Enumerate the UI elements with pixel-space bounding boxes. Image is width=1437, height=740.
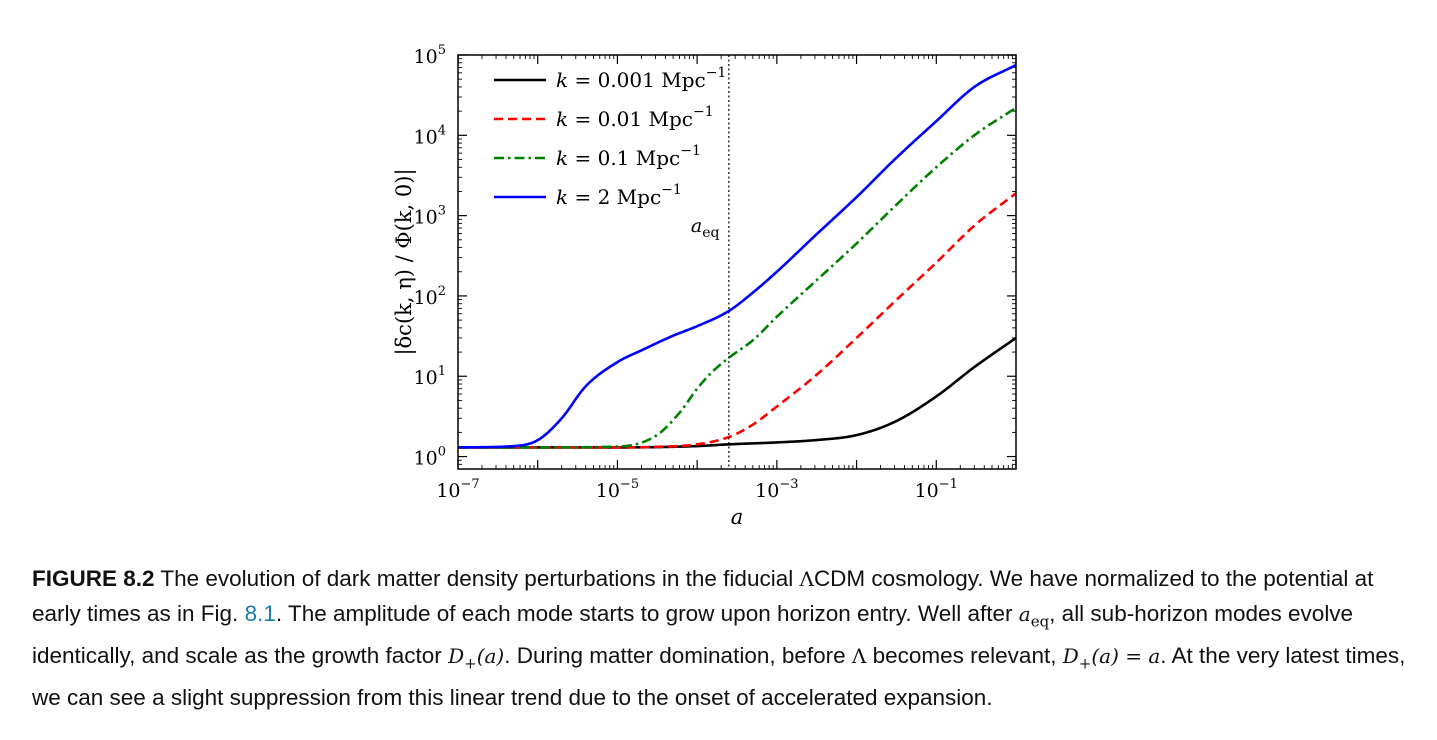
caption-lambda: Λ [799,567,814,591]
caption-aeq-sub: eq [1030,612,1050,630]
caption-dplus-sub: + [464,654,477,672]
legend-label-1: k = 0.01 Mpc−1 [556,104,714,131]
chart: aeq 10−7 10−5 10−3 10−1 100 101 102 103 104 105 k… [392,43,1017,529]
caption-text-7: . At the very latest times, we can see a… [32,642,1406,710]
caption-text-1: The evolution of dark matter density per… [154,566,800,591]
caption-aeq: a [1018,601,1031,626]
tick-labels: 10−7 10−5 10−3 10−1 100 101 102 103 104 105 [414,43,958,502]
caption-eq-rhs: (a) = a [1091,643,1161,668]
series-line-1 [458,192,1016,449]
legend-label-3: k = 2 Mpc−1 [556,182,682,209]
plot-frame [457,54,1017,470]
caption-text-3: . The amplitude of each mode starts to g… [275,600,1019,626]
caption-text-2: CDM cosmology. We have normalized to the… [32,566,1374,626]
x-tick-label: 10−7 [436,477,479,502]
a-eq-label: aeq [691,215,720,241]
caption-text-4: , all sub-horizon modes evolve identical… [32,600,1354,668]
caption-dplus: D [448,643,465,668]
plot-curves [458,63,1016,449]
plot-annotations: aeq [691,55,730,469]
legend-label-2: k = 0.1 Mpc−1 [556,143,701,170]
caption-figure-ref[interactable]: 8.1 [244,600,276,626]
series-line-0 [458,336,1016,449]
x-tick-label: 10−1 [915,477,958,502]
caption-eq-lhs-sub: + [1078,654,1092,672]
series-line-2 [458,106,1016,449]
y-tick-label: 101 [414,364,446,389]
y-tick-label: 105 [414,43,446,68]
x-axis-label: a [731,505,744,529]
legend: k = 0.001 Mpc−1 k = 0.01 Mpc−1 k = 0.1 Mpc… [494,65,726,209]
y-tick-label: 103 [414,204,446,229]
figure-caption: FIGURE 8.2 The evolution of dark matter … [32,562,1412,714]
caption-text-5: . During matter domination, before [504,642,852,668]
caption-figure-label: FIGURE 8.2 [32,566,155,591]
y-axis-label: |δc(k, η) / Φ(k, 0)| [392,168,417,355]
y-tick-label: 102 [414,284,446,309]
axis-ticks [457,54,1017,470]
caption-lambda-2: Λ [851,643,867,668]
series-line-3 [458,63,1016,449]
y-tick-label: 104 [414,123,446,148]
caption-dplus-arg: (a) [476,643,505,668]
x-tick-label: 10−3 [755,477,798,502]
legend-label-0: k = 0.001 Mpc−1 [556,65,726,92]
caption-text-6: becomes relevant, [866,642,1063,668]
x-tick-label: 10−5 [596,477,639,502]
caption-eq-lhs: D [1062,643,1079,668]
y-tick-label: 100 [414,445,446,470]
